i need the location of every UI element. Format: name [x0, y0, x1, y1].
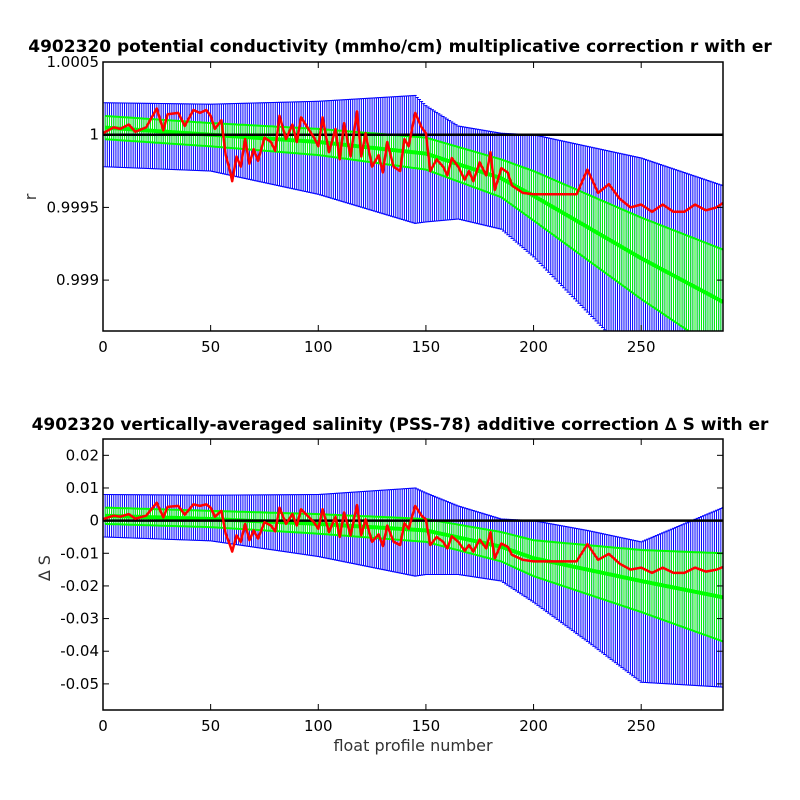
y-tick-label: 1: [89, 126, 99, 144]
y-tick-label: 0.9995: [47, 198, 100, 216]
y-tick-label: 0.02: [66, 446, 99, 464]
fit-band-up: [105, 506, 723, 555]
plot-area: [103, 487, 723, 688]
chart-title: 4902320 potential conductivity (mmho/cm)…: [28, 37, 772, 57]
fit-band-lo: [105, 523, 723, 643]
plot-area: [103, 94, 723, 331]
x-axis-label: float profile number: [333, 736, 493, 755]
correction-line: [103, 501, 723, 575]
y-tick-label: -0.04: [60, 642, 99, 660]
x-tick-label: 150: [412, 338, 441, 356]
axes-frame: [102, 438, 724, 711]
x-tick-label: 250: [627, 338, 656, 356]
x-tick-label: 100: [304, 717, 333, 735]
y-tick-label: 0.01: [66, 479, 99, 497]
fit-band-up: [105, 114, 723, 251]
x-tick-label: 200: [519, 717, 548, 735]
salinity-correction-panel: 4902320 vertically-averaged salinity (PS…: [32, 415, 769, 755]
x-tick-label: 0: [98, 338, 108, 356]
conductivity-correction-panel: 4902320 potential conductivity (mmho/cm)…: [21, 37, 772, 356]
fit-band-mid: [105, 513, 723, 600]
y-tick-label: -0.01: [60, 544, 99, 562]
chart-title: 4902320 vertically-averaged salinity (PS…: [32, 415, 769, 435]
total-error-bars: [103, 94, 723, 331]
x-tick-label: 250: [627, 717, 656, 735]
y-tick-label: 1.0005: [47, 53, 100, 71]
x-tick-label: 200: [519, 338, 548, 356]
y-tick-label: 0.999: [56, 271, 99, 289]
x-tick-label: 50: [201, 717, 220, 735]
x-tick-label: 150: [412, 717, 441, 735]
fit-band-lo: [105, 138, 691, 331]
y-tick-label: -0.03: [60, 610, 99, 628]
y-tick-label: -0.02: [60, 577, 99, 595]
axes-frame: [102, 61, 724, 332]
x-tick-label: 100: [304, 338, 333, 356]
y-axis-label: r: [21, 193, 40, 200]
x-tick-label: 0: [98, 717, 108, 735]
correction-line: [103, 107, 723, 214]
y-axis-label: ∆ S: [35, 555, 54, 582]
y-tick-label: -0.05: [60, 675, 99, 693]
y-tick-label: 0: [89, 512, 99, 530]
x-tick-label: 50: [201, 338, 220, 356]
